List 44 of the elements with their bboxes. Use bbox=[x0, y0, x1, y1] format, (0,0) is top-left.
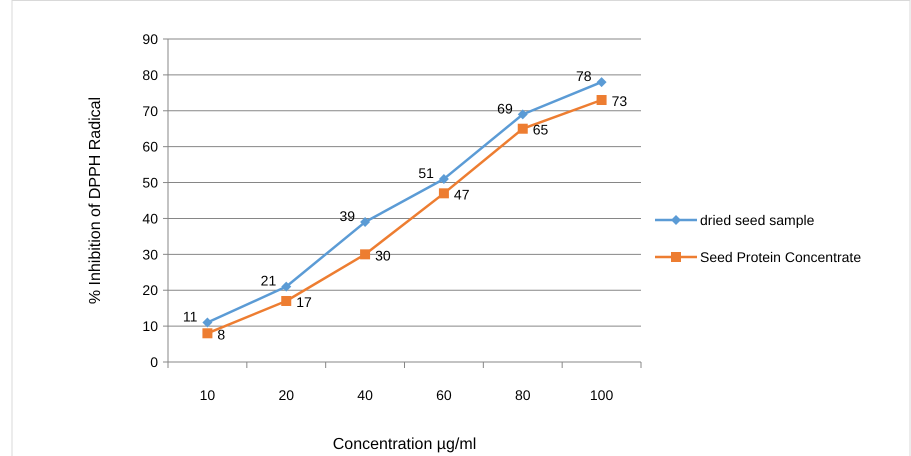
y-tick-label: 90 bbox=[142, 31, 158, 47]
point bbox=[438, 174, 449, 184]
point bbox=[596, 77, 607, 88]
point bbox=[202, 318, 212, 328]
data-label: 30 bbox=[375, 247, 391, 264]
data-label: 69 bbox=[497, 100, 513, 116]
data-label: 73 bbox=[612, 93, 628, 110]
y-tick-label: 50 bbox=[142, 174, 158, 191]
y-tick-label: 10 bbox=[142, 318, 158, 334]
y-tick-label: 30 bbox=[142, 246, 158, 262]
data-label: 17 bbox=[296, 294, 312, 310]
x-tick-label: 60 bbox=[436, 387, 452, 403]
y-tick-label: 0 bbox=[150, 354, 158, 370]
point bbox=[281, 282, 292, 292]
x-tick-label: 20 bbox=[278, 387, 294, 403]
point bbox=[360, 249, 370, 260]
data-label: 21 bbox=[260, 272, 276, 289]
data-label: 8 bbox=[217, 326, 226, 342]
data-label: 51 bbox=[418, 164, 434, 181]
point bbox=[281, 296, 292, 306]
y-tick-label: 20 bbox=[142, 282, 158, 298]
point bbox=[438, 188, 449, 198]
x-tick-label: 10 bbox=[200, 387, 216, 403]
data-label: 65 bbox=[532, 122, 549, 138]
y-axis-title: % Inhibition of DPPH Radical bbox=[87, 96, 104, 304]
y-tick-label: 60 bbox=[142, 138, 158, 155]
x-tick-label: 40 bbox=[357, 387, 374, 403]
legend-label: Seed Protein Concentrate bbox=[700, 249, 862, 265]
x-tick-label: 80 bbox=[514, 387, 531, 403]
data-label: 47 bbox=[454, 186, 470, 202]
point bbox=[360, 217, 370, 228]
data-label: 39 bbox=[340, 208, 356, 224]
y-tick-label: 80 bbox=[142, 66, 158, 83]
y-tick-label: 70 bbox=[142, 102, 158, 119]
legend-label: dried seed sample bbox=[700, 212, 815, 228]
point bbox=[518, 109, 528, 120]
x-axis-title: Concentration µg/ml bbox=[332, 436, 476, 453]
data-label: 78 bbox=[576, 68, 592, 84]
point bbox=[596, 95, 607, 106]
y-tick-label: 40 bbox=[142, 210, 158, 226]
data-label: 11 bbox=[182, 308, 198, 325]
x-tick-label: 100 bbox=[590, 387, 614, 403]
point bbox=[518, 124, 528, 134]
point bbox=[202, 328, 212, 338]
